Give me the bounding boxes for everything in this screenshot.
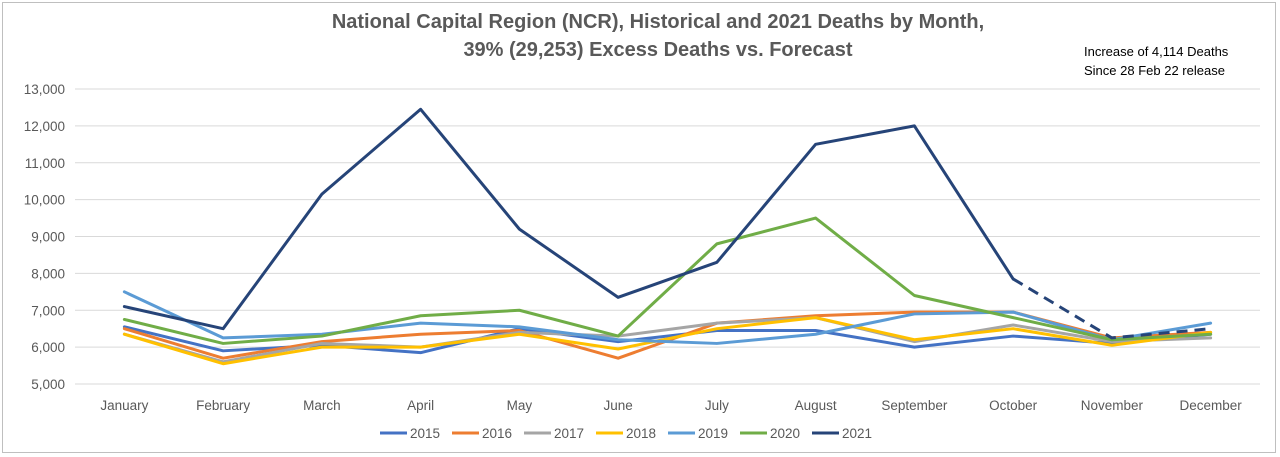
legend: 2015 2016 2017 2018 2019 2020 2021 <box>380 426 872 441</box>
x-tick-label: September <box>881 398 948 413</box>
x-tick-label: August <box>795 398 837 413</box>
y-tick-label: 5,000 <box>31 377 65 392</box>
x-tick-label: March <box>303 398 341 413</box>
annotation-line-1: Increase of 4,114 Deaths <box>1084 44 1229 59</box>
x-tick-label: June <box>603 398 632 413</box>
y-tick-label: 13,000 <box>24 82 65 97</box>
legend-label-2020: 2020 <box>770 426 800 441</box>
chart-title-line-1: National Capital Region (NCR), Historica… <box>331 11 985 33</box>
legend-label-2017: 2017 <box>554 426 584 441</box>
x-tick-label: November <box>1081 398 1144 413</box>
x-tick-label: January <box>100 398 148 413</box>
legend-label-2021: 2021 <box>842 426 872 441</box>
chart-title: National Capital Region (NCR), Historica… <box>0 8 1280 64</box>
y-tick-label: 8,000 <box>31 266 65 281</box>
x-tick-label: July <box>705 398 729 413</box>
x-tick-label: April <box>407 398 434 413</box>
legend-label-2016: 2016 <box>482 426 512 441</box>
x-tick-label: May <box>507 398 533 413</box>
gridlines <box>75 88 1260 385</box>
y-tick-label: 10,000 <box>24 193 65 208</box>
series-lines <box>122 107 1213 366</box>
legend-label-2019: 2019 <box>698 426 728 441</box>
series-line-2017 <box>122 316 1213 364</box>
chart-title-line-2: 39% (29,253) Excess Deaths vs. Forecast <box>463 39 853 61</box>
x-tick-label: December <box>1179 398 1242 413</box>
x-tick-label: February <box>196 398 250 413</box>
y-tick-label: 9,000 <box>31 230 65 245</box>
series-line-2018 <box>122 316 1213 366</box>
y-tick-label: 7,000 <box>31 303 65 318</box>
series-line-2020 <box>122 216 1213 345</box>
series-line-2021 <box>122 107 1015 331</box>
x-axis-ticks: January February March April May June July Augu… <box>100 398 1242 413</box>
series-line-2019 <box>122 290 1213 345</box>
y-tick-label: 11,000 <box>25 156 65 171</box>
y-tick-label: 12,000 <box>24 119 65 134</box>
x-tick-label: October <box>989 398 1038 413</box>
y-tick-label: 6,000 <box>31 340 65 355</box>
legend-label-2018: 2018 <box>626 426 656 441</box>
y-axis-ticks: 5,000 6,000 7,000 8,000 9,000 10,000 11,000 12,… <box>24 82 65 392</box>
annotation-line-2: Since 28 Feb 22 release <box>1084 63 1225 78</box>
chart-annotation: Increase of 4,114 Deaths Since 28 Feb 22… <box>1084 42 1228 80</box>
series-line-2021-projection <box>1012 277 1211 340</box>
legend-label-2015: 2015 <box>410 426 440 441</box>
